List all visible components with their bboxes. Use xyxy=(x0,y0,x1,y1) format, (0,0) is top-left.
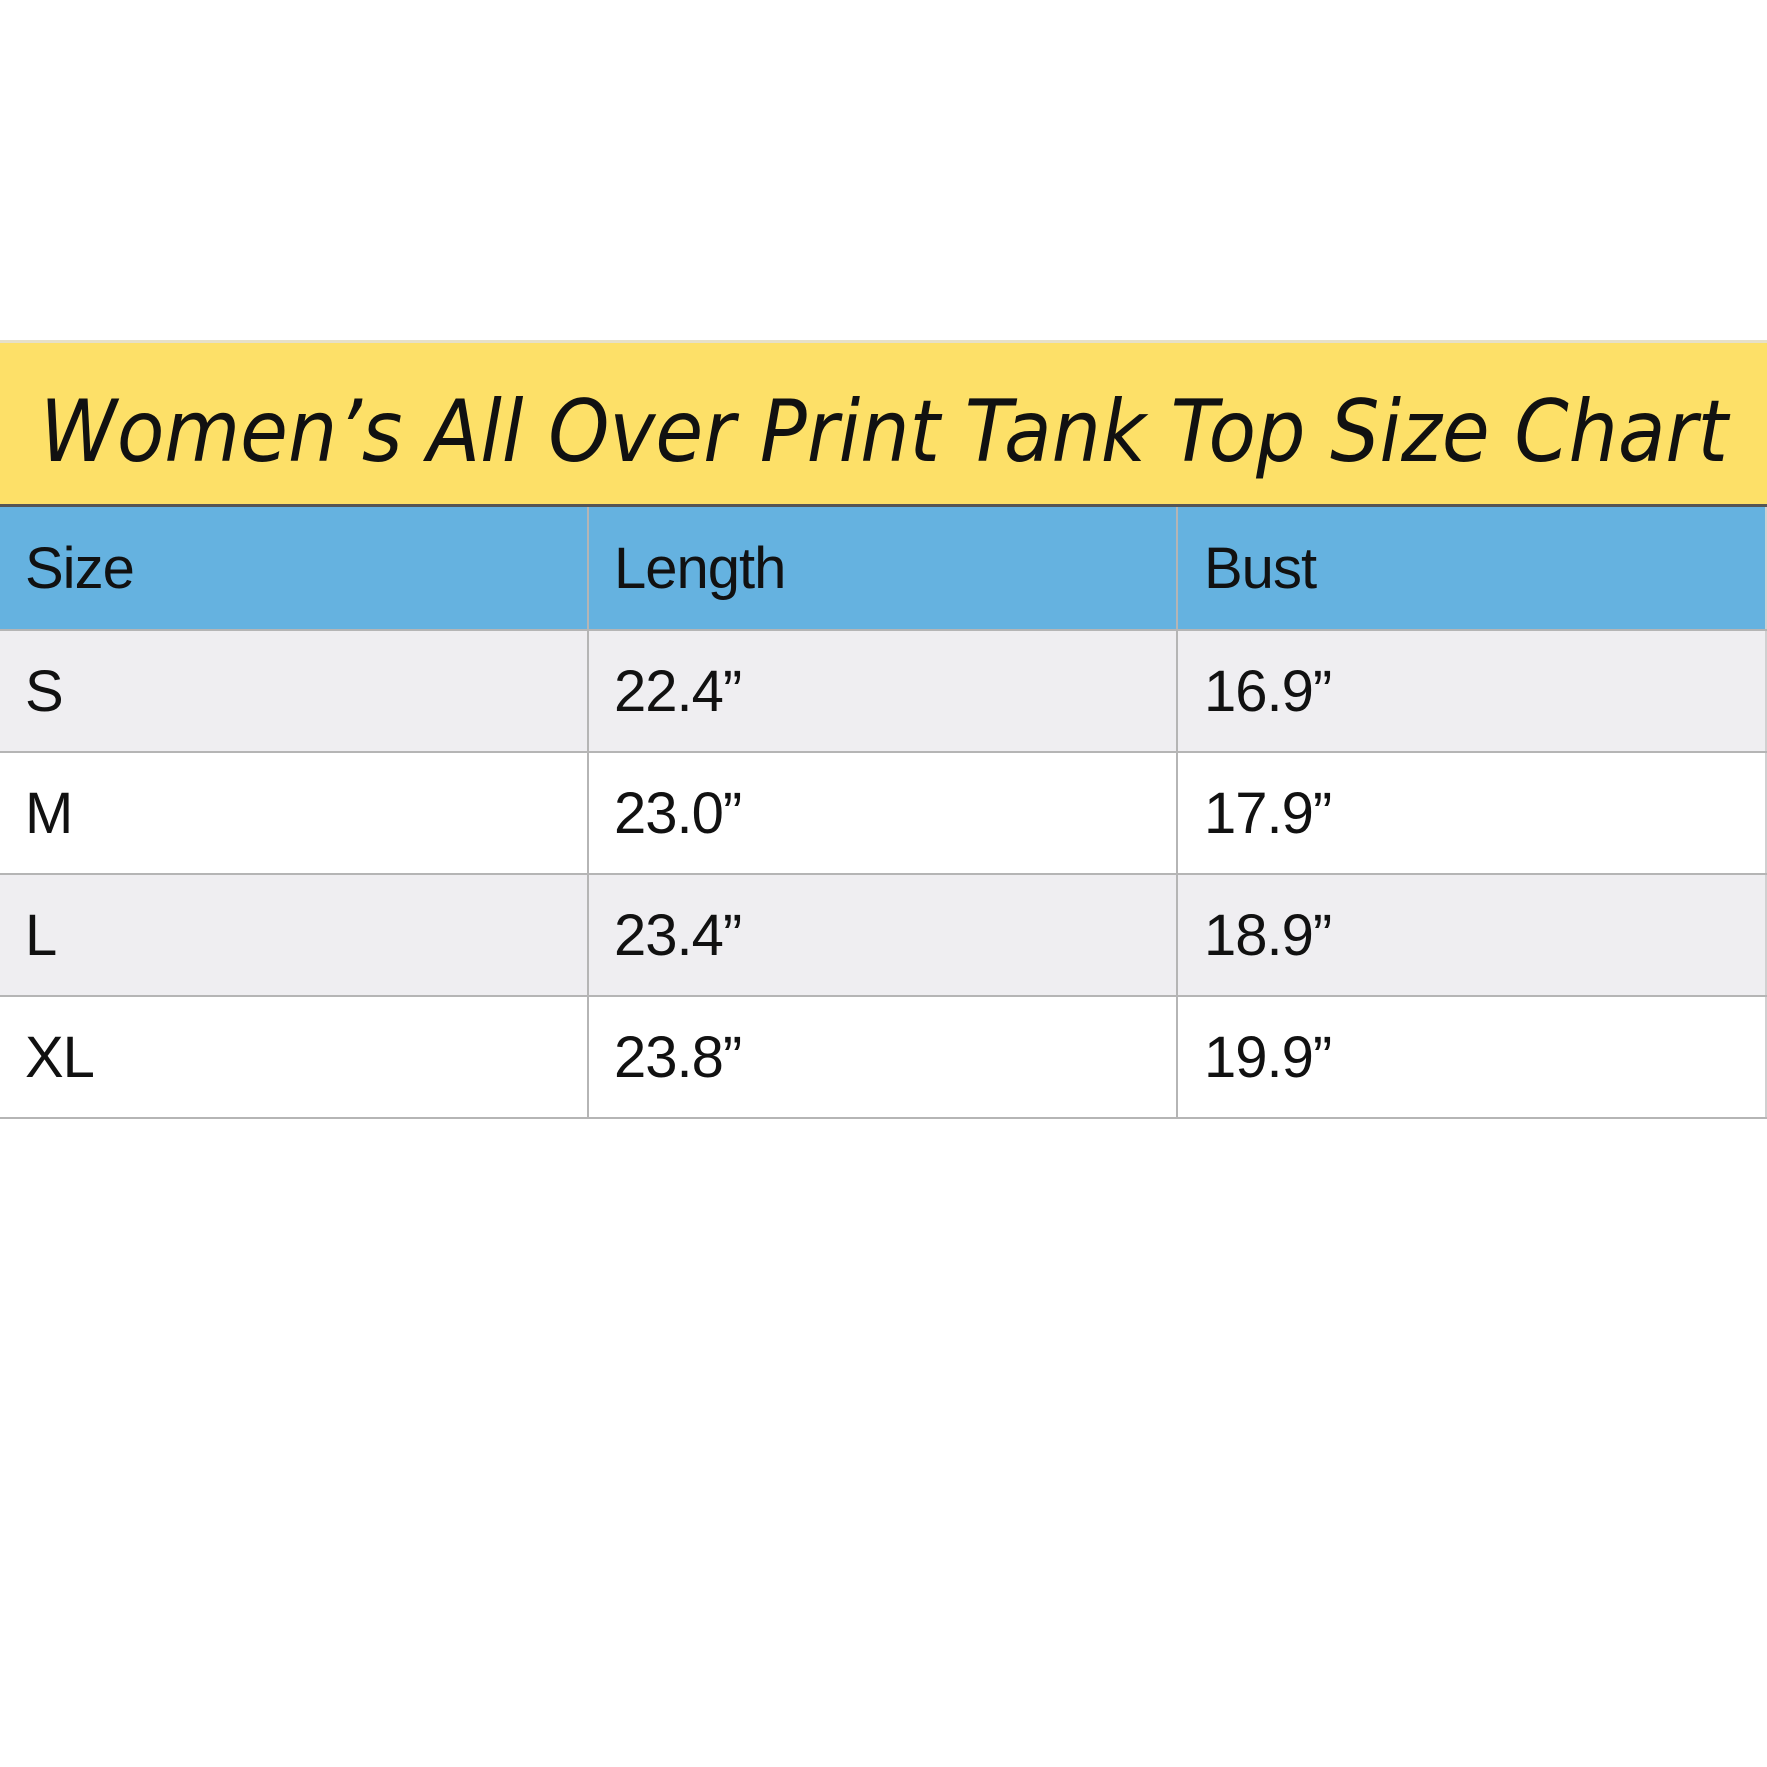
header-row: Size Length Bust xyxy=(0,507,1767,631)
bust-cell: 16.9” xyxy=(1178,631,1767,751)
table-row: XL 23.8” 19.9” xyxy=(0,997,1767,1119)
length-cell: 23.0” xyxy=(589,753,1178,873)
header-length: Length xyxy=(589,507,1178,629)
length-cell: 23.8” xyxy=(589,997,1178,1117)
header-bust: Bust xyxy=(1178,507,1767,629)
chart-title: Women’s All Over Print Tank Top Size Cha… xyxy=(40,382,1731,482)
header-size: Size xyxy=(0,507,589,629)
size-cell: XL xyxy=(0,997,589,1117)
size-chart-title-bar: Women’s All Over Print Tank Top Size Cha… xyxy=(0,343,1767,507)
bust-cell: 17.9” xyxy=(1178,753,1767,873)
bust-cell: 18.9” xyxy=(1178,875,1767,995)
size-cell: M xyxy=(0,753,589,873)
size-cell: L xyxy=(0,875,589,995)
size-cell: S xyxy=(0,631,589,751)
table-row: L 23.4” 18.9” xyxy=(0,875,1767,997)
title-svg: Women’s All Over Print Tank Top Size Cha… xyxy=(40,382,1731,482)
table-row: S 22.4” 16.9” xyxy=(0,631,1767,753)
table-row: M 23.0” 17.9” xyxy=(0,753,1767,875)
size-chart-table: Women’s All Over Print Tank Top Size Cha… xyxy=(0,340,1767,1119)
length-cell: 23.4” xyxy=(589,875,1178,995)
length-cell: 22.4” xyxy=(589,631,1178,751)
bust-cell: 19.9” xyxy=(1178,997,1767,1117)
